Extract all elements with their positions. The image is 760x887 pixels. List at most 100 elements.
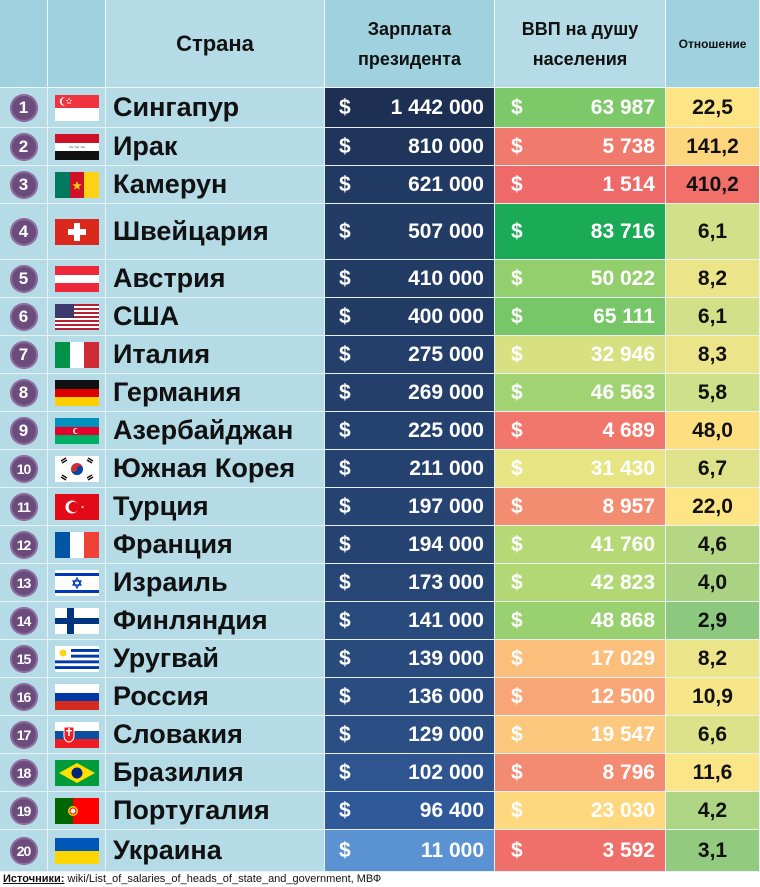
gdp-cell: $5 738 xyxy=(495,128,666,166)
gdp-cell: $3 592 xyxy=(495,830,666,872)
country-name: Ирак xyxy=(106,128,325,166)
ratio-value: 11,6 xyxy=(666,754,760,792)
ratio-value: 141,2 xyxy=(666,128,760,166)
rank-cell: 20 xyxy=(0,830,48,872)
ratio-value: 3,1 xyxy=(666,830,760,872)
ratio-value: 6,1 xyxy=(666,204,760,260)
rank-badge: 20 xyxy=(9,836,38,865)
gdp-currency: $ xyxy=(511,570,523,594)
table-row: 7 Италия $275 000 $32 946 8,3 xyxy=(0,336,760,374)
country-name: Уругвай xyxy=(106,640,325,678)
salary-value: 129 000 xyxy=(408,722,484,746)
table-row: 18 Бразилия $102 000 $8 796 11,6 xyxy=(0,754,760,792)
gdp-currency: $ xyxy=(511,304,523,328)
salary-currency: $ xyxy=(339,608,351,632)
gdp-cell: $41 760 xyxy=(495,526,666,564)
gdp-value: 4 689 xyxy=(602,418,655,442)
gdp-cell: $50 022 xyxy=(495,260,666,298)
gdp-currency: $ xyxy=(511,532,523,556)
flag-cell xyxy=(48,412,106,450)
gdp-value: 32 946 xyxy=(590,342,655,366)
gdp-currency: $ xyxy=(511,380,523,404)
france-flag xyxy=(54,531,99,558)
table-row: 15 Уругвай $139 000 $17 029 8,2 xyxy=(0,640,760,678)
sources-text: wiki/List_of_salaries_of_heads_of_state_… xyxy=(64,873,382,885)
gdp-cell: $31 430 xyxy=(495,450,666,488)
gdp-cell: $42 823 xyxy=(495,564,666,602)
salary-cell: $269 000 xyxy=(325,374,495,412)
rank-badge: 9 xyxy=(9,416,38,445)
rank-cell: 9 xyxy=(0,412,48,450)
salary-currency: $ xyxy=(339,456,351,480)
salary-cell: $194 000 xyxy=(325,526,495,564)
header-salary: Зарплата президента xyxy=(325,0,495,88)
salary-cell: $141 000 xyxy=(325,602,495,640)
table-row: 16 Россия $136 000 $12 500 10,9 xyxy=(0,678,760,716)
salary-value: 507 000 xyxy=(408,219,484,243)
ratio-value: 2,9 xyxy=(666,602,760,640)
gdp-currency: $ xyxy=(511,722,523,746)
ratio-value: 22,5 xyxy=(666,88,760,128)
country-name: Швейцария xyxy=(106,204,325,260)
gdp-cell: $4 689 xyxy=(495,412,666,450)
flag-cell xyxy=(48,602,106,640)
rank-cell: 14 xyxy=(0,602,48,640)
salary-currency: $ xyxy=(339,646,351,670)
gdp-value: 19 547 xyxy=(590,722,655,746)
rank-badge: 7 xyxy=(9,340,38,369)
table-row: 1 Сингапур $1 442 000 $63 987 22,5 xyxy=(0,88,760,128)
ukraine-flag xyxy=(54,837,99,864)
salary-cell: $225 000 xyxy=(325,412,495,450)
header-ratio: Отношение xyxy=(666,0,760,88)
gdp-cell: $63 987 xyxy=(495,88,666,128)
gdp-currency: $ xyxy=(511,684,523,708)
flag-cell xyxy=(48,830,106,872)
rank-badge: 18 xyxy=(9,758,38,787)
flag-cell xyxy=(48,166,106,204)
rank-cell: 15 xyxy=(0,640,48,678)
gdp-cell: $48 868 xyxy=(495,602,666,640)
table-row: 14 Финляндия $141 000 $48 868 2,9 xyxy=(0,602,760,640)
salary-value: 211 000 xyxy=(409,456,484,480)
salary-currency: $ xyxy=(339,532,351,556)
salary-currency: $ xyxy=(339,380,351,404)
gdp-value: 23 030 xyxy=(590,798,655,822)
rank-badge: 8 xyxy=(9,378,38,407)
table-row: 2 ~~~ Ирак $810 000 $5 738 141,2 xyxy=(0,128,760,166)
salary-cell: $507 000 xyxy=(325,204,495,260)
flag-cell xyxy=(48,754,106,792)
rank-cell: 1 xyxy=(0,88,48,128)
gdp-value: 17 029 xyxy=(590,646,655,670)
salary-value: 197 000 xyxy=(408,494,484,518)
salary-currency: $ xyxy=(339,219,351,243)
ratio-value: 10,9 xyxy=(666,678,760,716)
gdp-cell: $1 514 xyxy=(495,166,666,204)
gdp-currency: $ xyxy=(511,494,523,518)
iraq-flag: ~~~ xyxy=(54,133,99,160)
flag-cell xyxy=(48,450,106,488)
gdp-value: 63 987 xyxy=(590,95,655,119)
gdp-currency: $ xyxy=(511,342,523,366)
rank-cell: 19 xyxy=(0,792,48,830)
gdp-value: 3 592 xyxy=(602,838,655,862)
rank-cell: 17 xyxy=(0,716,48,754)
gdp-currency: $ xyxy=(511,760,523,784)
germany-flag xyxy=(54,379,99,406)
rank-cell: 13 xyxy=(0,564,48,602)
rank-badge: 3 xyxy=(9,170,38,199)
gdp-value: 46 563 xyxy=(590,380,655,404)
salary-value: 141 000 xyxy=(408,608,484,632)
flag-cell xyxy=(48,298,106,336)
ratio-value: 48,0 xyxy=(666,412,760,450)
salary-cell: $136 000 xyxy=(325,678,495,716)
portugal-flag xyxy=(54,797,99,824)
rank-badge: 6 xyxy=(9,302,38,331)
gdp-cell: $19 547 xyxy=(495,716,666,754)
gdp-cell: $83 716 xyxy=(495,204,666,260)
slovakia-flag xyxy=(54,721,99,748)
salary-value: 400 000 xyxy=(408,304,484,328)
sources-footer: Источники: wiki/List_of_salaries_of_head… xyxy=(0,872,760,887)
gdp-value: 41 760 xyxy=(590,532,655,556)
table-row: 3 Камерун $621 000 $1 514 410,2 xyxy=(0,166,760,204)
